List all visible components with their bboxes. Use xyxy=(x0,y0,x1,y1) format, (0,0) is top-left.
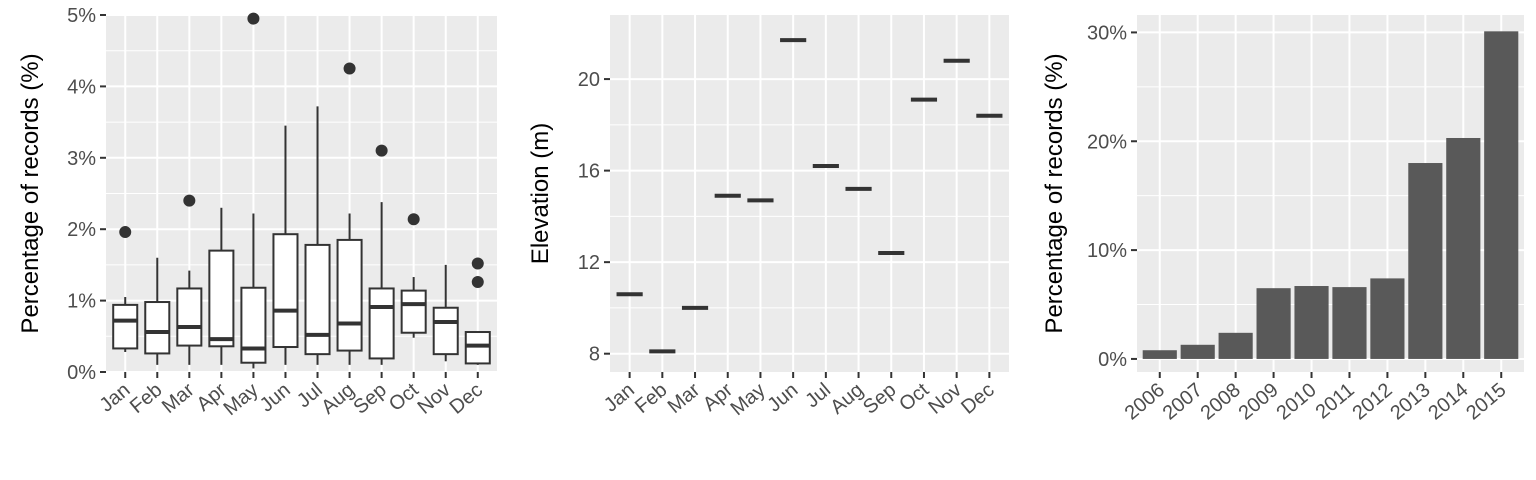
boxplot-y-tick-label: 1% xyxy=(67,291,96,313)
yearly-bar xyxy=(1370,278,1405,359)
boxplot-y-tick-label: 5% xyxy=(67,5,96,27)
boxplot-y-tick-label: 2% xyxy=(67,219,96,241)
yearly-bar xyxy=(1332,287,1367,359)
elevation-y-tick-label: 8 xyxy=(589,344,600,366)
box-iqr xyxy=(176,287,203,347)
boxplot-y-tick-label: 0% xyxy=(67,362,96,384)
box-iqr xyxy=(336,238,363,352)
elevation-y-tick-label: 16 xyxy=(578,161,600,183)
yearly-x-tick-label: 2011 xyxy=(1312,379,1359,424)
box-iqr xyxy=(304,243,331,356)
yearly-bar xyxy=(1218,332,1253,359)
box-iqr xyxy=(400,289,427,334)
box-iqr xyxy=(112,303,139,350)
box-outlier-point xyxy=(471,276,484,289)
box-iqr xyxy=(240,286,267,364)
box-outlier-point xyxy=(343,62,356,75)
yearly-y-axis-title: Percentage of records (%) xyxy=(1041,53,1068,333)
yearly-x-tick-label: 2010 xyxy=(1273,379,1321,424)
yearly-x-tick-label: 2007 xyxy=(1159,379,1207,424)
box-outlier-point xyxy=(407,213,420,226)
yearly-y-tick-label: 0% xyxy=(1098,349,1127,371)
box-iqr xyxy=(208,249,235,348)
yearly-y-tick-label: 30% xyxy=(1087,22,1127,44)
box-outlier-point xyxy=(471,257,484,270)
boxplot-x-tick-label: Dec xyxy=(446,379,487,419)
elevation-y-tick-label: 12 xyxy=(578,252,600,274)
yearly-bar xyxy=(1408,163,1443,359)
box-outlier-point xyxy=(119,226,132,239)
yearly-bar xyxy=(1256,288,1291,359)
box-iqr xyxy=(272,233,299,349)
yearly-bar xyxy=(1142,350,1177,359)
yearly-x-tick-label: 2015 xyxy=(1462,379,1510,424)
elevation-y-tick-label: 20 xyxy=(578,69,600,91)
box-outlier-point xyxy=(183,194,196,207)
boxplot-y-tick-label: 4% xyxy=(67,76,96,98)
elevation-y-axis-title: Elevation (m) xyxy=(527,123,554,264)
box-iqr xyxy=(368,287,395,360)
yearly-bar xyxy=(1484,31,1519,359)
panel-monthly-elevation: 8121620JanFebMarAprMayJunJulAugSepOctNov… xyxy=(527,15,1009,420)
elevation-plot-background xyxy=(610,15,1009,372)
box-iqr xyxy=(464,331,491,365)
yearly-x-tick-label: 2006 xyxy=(1121,379,1169,424)
yearly-y-tick-label: 10% xyxy=(1087,240,1127,262)
yearly-bar xyxy=(1446,137,1481,359)
box-outlier-point xyxy=(247,12,260,25)
yearly-y-tick-label: 20% xyxy=(1087,131,1127,153)
yearly-x-tick-label: 2012 xyxy=(1348,379,1396,424)
yearly-x-tick-label: 2014 xyxy=(1424,379,1472,424)
elevation-x-tick-label: Jun xyxy=(764,379,803,417)
panel-monthly-boxplot: 0%1%2%3%4%5%JanFebMarAprMayJunJulAugSepO… xyxy=(17,5,497,420)
box-outlier-point xyxy=(375,144,388,157)
boxplot-y-axis-title: Percentage of records (%) xyxy=(17,53,44,333)
box-iqr xyxy=(144,301,171,355)
yearly-bar xyxy=(1294,286,1329,359)
yearly-x-tick-label: 2009 xyxy=(1235,379,1283,424)
elevation-x-tick-label: Oct xyxy=(895,379,933,416)
box-iqr xyxy=(432,306,459,356)
elevation-x-tick-label: Jan xyxy=(600,379,639,417)
elevation-x-tick-label: Dec xyxy=(957,379,998,419)
panel-yearly-bars: 0%10%20%30%20062007200820092010201120122… xyxy=(1041,15,1524,424)
boxplot-x-tick-label: Jun xyxy=(256,379,295,417)
boxplot-y-tick-label: 3% xyxy=(67,148,96,170)
yearly-bar xyxy=(1180,344,1215,359)
yearly-x-tick-label: 2013 xyxy=(1386,379,1434,424)
yearly-x-tick-label: 2008 xyxy=(1197,379,1245,424)
